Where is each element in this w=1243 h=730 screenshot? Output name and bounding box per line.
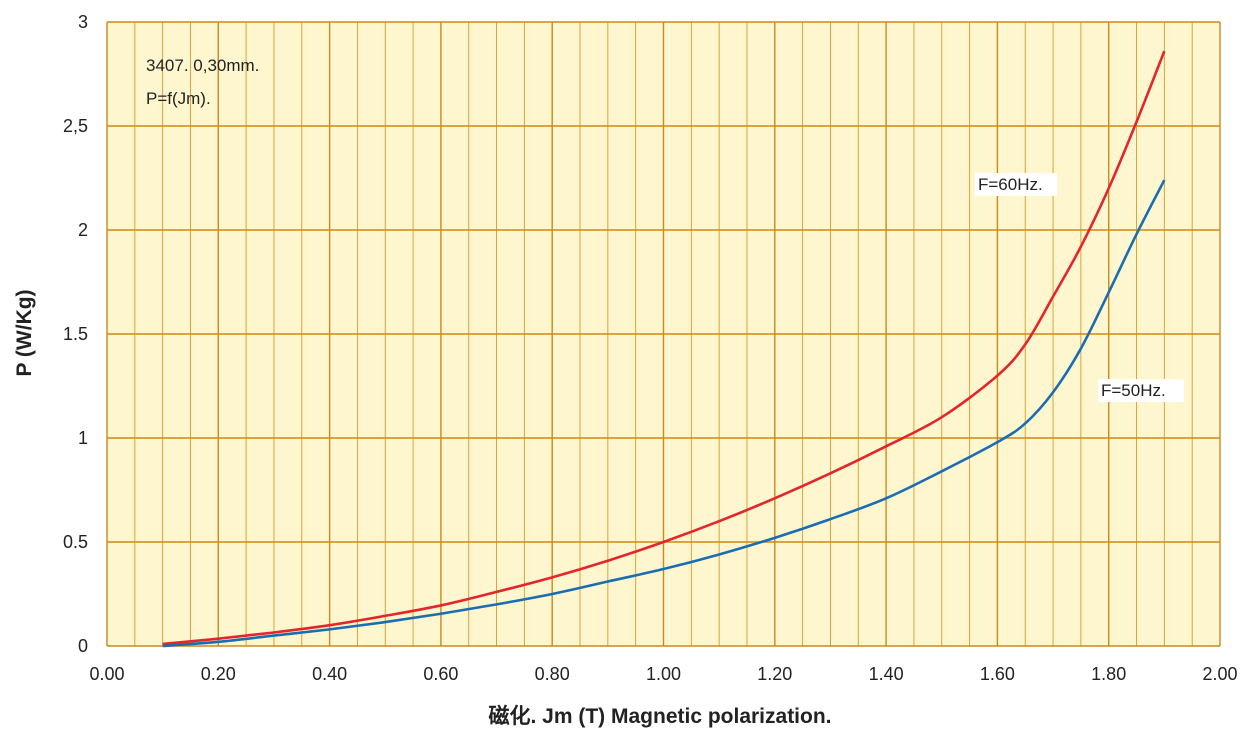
- curves: [162, 50, 1166, 648]
- series-labels: F=60Hz. F=50Hz.: [975, 173, 1184, 402]
- y-tick-label: 1.5: [63, 324, 88, 344]
- y-tick-label: 2: [78, 220, 88, 240]
- x-tick-label: 0.80: [535, 664, 570, 684]
- x-tick-label: 0.00: [89, 664, 124, 684]
- series-label-bg: [975, 173, 1057, 196]
- series-line: [162, 179, 1166, 648]
- x-tick-label: 0.20: [201, 664, 236, 684]
- x-tick-label: 0.40: [312, 664, 347, 684]
- x-axis: 0.00 0.20 0.40 0.60 0.80 1.00 1.20 1.40 1.60 1.80…: [89, 664, 1237, 684]
- y-tick-label: 1: [78, 428, 88, 448]
- y-tick-label: 3: [78, 12, 88, 32]
- y-tick-label: 0: [78, 636, 88, 656]
- annotation-formula: P=f(Jm).: [146, 89, 211, 108]
- x-tick-label: 1.40: [869, 664, 904, 684]
- x-tick-label: 2.00: [1202, 664, 1237, 684]
- x-tick-label: 1.60: [980, 664, 1015, 684]
- x-axis-title: 磁化. Jm (T) Magnetic polarization.: [488, 704, 831, 728]
- annotation-grade: 3407. 0,30mm.: [146, 56, 259, 75]
- series-label: F=50Hz.: [1101, 381, 1166, 400]
- y-axis-title: P (W/Kg): [13, 289, 36, 376]
- y-tick-label: 0.5: [63, 532, 88, 552]
- y-tick-label: 2,5: [63, 116, 88, 136]
- y-axis: 0 0.5 1 1.5 2 2,5 3: [63, 12, 88, 656]
- x-tick-label: 1.20: [757, 664, 792, 684]
- x-tick-label: 1.80: [1091, 664, 1126, 684]
- series-label: F=60Hz.: [978, 175, 1043, 194]
- series-line: [162, 50, 1166, 646]
- x-tick-label: 1.00: [646, 664, 681, 684]
- x-tick-label: 0.60: [423, 664, 458, 684]
- series-label-bg: [1098, 379, 1184, 402]
